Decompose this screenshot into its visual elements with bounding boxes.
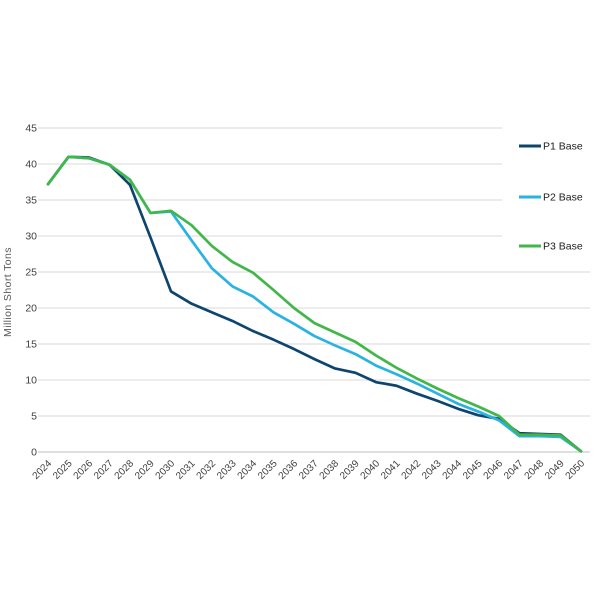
x-tick-label: 2029 [133,458,157,482]
y-tick-label: 15 [25,339,37,351]
series-line-p1-base [46,155,583,453]
x-tick-label: 2046 [482,458,506,482]
x-tick-label: 2039 [338,458,362,482]
y-tick-label: 5 [31,411,37,423]
legend-item-p1-base: P1 Base [519,141,583,153]
legend-item-p2-base: P2 Base [519,192,583,204]
x-tick-label: 2050 [564,458,588,482]
y-tick-label: 35 [25,195,37,207]
x-tick-label: 2047 [502,458,526,482]
x-tick-label: 2045 [461,458,485,482]
x-tick-label: 2041 [379,458,403,482]
x-tick-label: 2027 [92,458,116,482]
gridlines-group [38,127,590,453]
y-tick-label: 0 [31,447,37,459]
x-tick-label: 2038 [318,458,342,482]
x-tick-label: 2040 [359,458,383,482]
y-tick-labels-group: 0 5 10 15 20 25 30 35 40 45 [25,123,37,459]
y-tick-label: 45 [25,123,37,135]
x-tick-label: 2024 [31,458,55,482]
y-tick-label: 30 [25,231,37,243]
y-tick-label: 40 [25,159,37,171]
series-line-p2-base [46,155,583,453]
x-tick-label: 2044 [441,458,465,482]
legend-item-p3-base: P3 Base [519,241,583,253]
y-axis-title: Million Short Tons [2,247,14,337]
x-tick-label: 2043 [420,458,444,482]
x-tick-label: 2037 [297,458,321,482]
x-tick-label: 2028 [113,458,137,482]
y-tick-label: 25 [25,267,37,279]
x-tick-label: 2048 [523,458,547,482]
x-tick-label: 2033 [215,458,239,482]
y-tick-label: 10 [25,375,37,387]
x-tick-label: 2031 [174,458,198,482]
x-tick-label: 2030 [154,458,178,482]
legend-label: P3 Base [543,241,583,253]
x-tick-label: 2025 [51,458,75,482]
legend-label: P1 Base [543,141,583,153]
x-tick-label: 2049 [543,458,567,482]
x-tick-label: 2032 [195,458,219,482]
x-tick-label: 2042 [400,458,424,482]
y-tick-label: 20 [25,303,37,315]
x-tick-labels-group: 2024202520262027202820292030203120322033… [31,458,588,482]
series-line-p3-base [46,155,583,453]
x-tick-label: 2026 [72,458,96,482]
legend: P1 Base P2 Base P3 Base [519,141,583,253]
x-tick-label: 2035 [256,458,280,482]
x-tick-label: 2036 [277,458,301,482]
legend-label: P2 Base [543,192,583,204]
x-tick-label: 2034 [236,458,260,482]
